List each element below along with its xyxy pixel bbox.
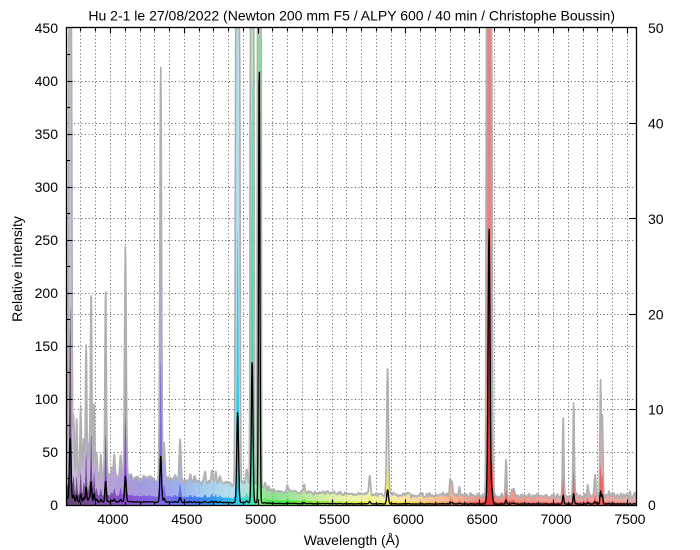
svg-text:30: 30 (648, 211, 664, 227)
svg-text:150: 150 (35, 338, 59, 354)
svg-text:Relative intensity: Relative intensity (9, 216, 25, 322)
svg-text:400: 400 (35, 73, 59, 89)
svg-text:7500: 7500 (614, 511, 645, 527)
svg-text:50: 50 (648, 20, 664, 36)
svg-text:200: 200 (35, 285, 59, 301)
svg-text:7000: 7000 (541, 511, 572, 527)
svg-text:6500: 6500 (467, 511, 498, 527)
svg-text:250: 250 (35, 232, 59, 248)
svg-text:350: 350 (35, 126, 59, 142)
svg-text:40: 40 (648, 116, 664, 132)
svg-text:50: 50 (42, 444, 58, 460)
svg-text:10: 10 (648, 402, 664, 418)
svg-text:Hu 2-1 le 27/08/2022 (Newton 2: Hu 2-1 le 27/08/2022 (Newton 200 mm F5 /… (88, 8, 615, 24)
svg-text:450: 450 (35, 20, 59, 36)
svg-text:20: 20 (648, 306, 664, 322)
svg-text:5500: 5500 (319, 511, 350, 527)
svg-text:0: 0 (50, 497, 58, 513)
svg-text:5000: 5000 (245, 511, 276, 527)
svg-text:6000: 6000 (393, 511, 424, 527)
svg-text:100: 100 (35, 391, 59, 407)
svg-text:0: 0 (648, 497, 656, 513)
svg-text:Wavelength (Å): Wavelength (Å) (304, 532, 400, 548)
svg-text:4500: 4500 (171, 511, 202, 527)
svg-text:300: 300 (35, 179, 59, 195)
svg-text:4000: 4000 (97, 511, 128, 527)
